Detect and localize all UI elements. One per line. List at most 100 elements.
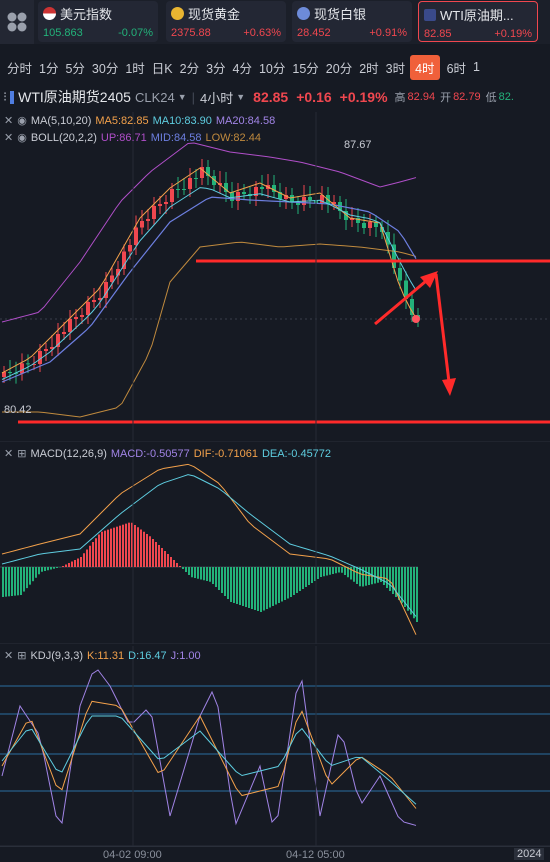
- macd-bar: [338, 567, 340, 573]
- timeframe-6[interactable]: 2分: [179, 61, 200, 76]
- macd-legend: ✕ ⊞ MACD(12,26,9) MACD:-0.50577 DIF:-0.71…: [4, 447, 331, 461]
- candle-body: [128, 245, 132, 252]
- candle-body: [134, 227, 138, 245]
- chevron-down-icon[interactable]: ▼: [236, 92, 246, 102]
- ticker-card-wti[interactable]: WTI原油期... 82.85 +0.19%: [418, 1, 538, 42]
- macd-bar: [209, 567, 211, 582]
- macd-bar: [44, 567, 46, 571]
- macd-bar: [182, 567, 184, 569]
- settings-icon[interactable]: ⊞: [17, 650, 27, 662]
- close-icon[interactable]: ✕: [4, 132, 14, 144]
- macd-bar: [296, 567, 298, 593]
- high-value: 82.94: [407, 91, 436, 103]
- timeframe-11[interactable]: 20分: [325, 61, 353, 76]
- macd-bar: [86, 549, 88, 567]
- macd-bar: [56, 567, 58, 568]
- close-icon[interactable]: ✕: [4, 448, 14, 460]
- candle-body: [44, 349, 48, 351]
- candle-body: [8, 372, 12, 373]
- candle-body: [92, 300, 96, 302]
- eye-icon[interactable]: ◉: [17, 115, 27, 127]
- macd-bar: [374, 567, 376, 584]
- macd-bar: [20, 567, 22, 595]
- candle-body: [290, 195, 294, 202]
- macd-bar: [68, 563, 70, 567]
- macd-label: MACD(12,26,9): [30, 447, 107, 460]
- close-icon[interactable]: ✕: [4, 650, 14, 662]
- chevron-down-icon[interactable]: ▼: [177, 92, 187, 102]
- timeframe-4[interactable]: 1时: [125, 61, 145, 76]
- ticker-name: WTI原油期...: [440, 8, 514, 23]
- macd-bar: [116, 526, 118, 567]
- macd-bar: [347, 567, 349, 578]
- timeframe-7[interactable]: 3分: [206, 61, 226, 76]
- macd-bar: [179, 566, 181, 567]
- timeframe-13[interactable]: 3时: [385, 61, 406, 76]
- ticker-card-usd-index[interactable]: 美元指数 105.863 -0.07%: [38, 1, 158, 42]
- timeframe-9[interactable]: 10分: [258, 61, 286, 76]
- close-icon[interactable]: ✕: [4, 115, 14, 127]
- candle-body: [410, 299, 414, 315]
- macd-bar: [230, 567, 232, 602]
- arrow-head-icon: [442, 378, 456, 396]
- ticker-card-gold[interactable]: 现货黄金 2375.88 +0.63%: [166, 1, 286, 42]
- timeframe-10[interactable]: 15分: [292, 61, 319, 76]
- contract-title[interactable]: WTI原油期货2405: [18, 89, 131, 105]
- macd-bar: [332, 567, 334, 574]
- interval-select[interactable]: 4小时: [200, 90, 234, 106]
- timeframe-15[interactable]: 6时: [446, 61, 467, 76]
- app-menu-icon[interactable]: [0, 0, 34, 44]
- date-label: 04-12 05:00: [286, 849, 345, 861]
- silver-icon: [297, 7, 310, 20]
- macd-bar: [131, 522, 133, 567]
- macd-bar: [413, 567, 415, 619]
- settings-icon[interactable]: ⊞: [17, 448, 27, 460]
- macd-bar: [50, 567, 52, 570]
- macd-bar: [239, 567, 241, 605]
- kdj-label: KDJ(9,3,3): [30, 649, 84, 662]
- ticker-change: +0.63%: [243, 27, 281, 39]
- macd-bar: [344, 567, 346, 575]
- timeframe-12[interactable]: 2时: [359, 61, 379, 76]
- ticker-price: 2375.88: [171, 27, 211, 39]
- kdj-legend: ✕ ⊞ KDJ(9,3,3) K:11.31 D:16.47 J:1.00: [4, 649, 201, 663]
- timeframe-3[interactable]: 30分: [91, 61, 119, 76]
- candle-body: [320, 195, 324, 203]
- candle-body: [362, 223, 366, 228]
- timeframe-1[interactable]: 1分: [39, 61, 59, 76]
- candle-body: [296, 202, 300, 205]
- timeframe-2[interactable]: 5分: [65, 61, 85, 76]
- macd-bar: [410, 567, 412, 615]
- timeframe-0[interactable]: 分时: [7, 61, 33, 76]
- ma10-line: [1, 187, 417, 380]
- timeframe-5[interactable]: 日K: [151, 61, 173, 76]
- timeframe-8[interactable]: 4分: [232, 61, 252, 76]
- price-chart[interactable]: [0, 112, 550, 442]
- macd-bar: [248, 567, 250, 608]
- ticker-card-silver[interactable]: 现货白银 28.452 +0.91%: [292, 1, 412, 42]
- expand-icon[interactable]: ⁝: [3, 89, 8, 104]
- macd-bar: [278, 567, 280, 603]
- quote-bar: ⁝ WTI原油期货2405 CLK24 ▼ | 4小时 ▼ 82.85 +0.1…: [0, 86, 550, 108]
- candle-body: [122, 251, 126, 269]
- candle-body: [110, 275, 114, 282]
- macd-bar: [380, 567, 382, 582]
- macd-bar: [392, 567, 394, 594]
- macd-chart[interactable]: [0, 444, 550, 644]
- macd-bar: [383, 567, 385, 585]
- macd-bar: [218, 567, 220, 590]
- candle-body: [74, 317, 78, 319]
- macd-bar: [149, 536, 151, 567]
- macd-bar: [137, 527, 139, 567]
- timeframe-14[interactable]: 4时: [410, 54, 440, 80]
- macd-bar: [140, 529, 142, 567]
- kdj-chart[interactable]: [0, 646, 550, 846]
- annotation-arrow-line: [374, 274, 433, 326]
- macd-bar: [311, 567, 313, 583]
- macd-bar: [254, 567, 256, 610]
- macd-bar: [389, 567, 391, 591]
- eye-icon[interactable]: ◉: [17, 132, 27, 144]
- macd-bar: [269, 567, 271, 608]
- candle-body: [98, 298, 102, 300]
- timeframe-16[interactable]: 1: [473, 60, 480, 74]
